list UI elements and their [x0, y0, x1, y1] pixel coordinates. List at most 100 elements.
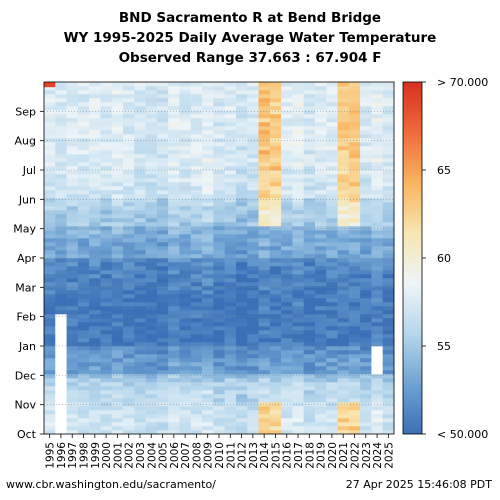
- heatmap-cell: [382, 190, 395, 195]
- heatmap-cell: [224, 266, 237, 271]
- heatmap-cell: [156, 286, 169, 291]
- heatmap-cell: [269, 114, 282, 119]
- x-tick-label: 2005: [158, 442, 170, 469]
- heatmap-cell: [55, 270, 67, 275]
- heatmap-cell: [77, 82, 90, 87]
- heatmap-cell: [55, 314, 67, 319]
- heatmap-cell: [123, 354, 135, 359]
- heatmap-cell: [100, 154, 113, 159]
- heatmap-cell: [314, 414, 327, 419]
- source-url[interactable]: www.cbr.washington.edu/sacramento/: [6, 478, 216, 491]
- heatmap-cell: [66, 106, 79, 111]
- heatmap-cell: [337, 202, 350, 207]
- heatmap-cell: [44, 338, 56, 343]
- heatmap-cell: [156, 422, 169, 427]
- heatmap-cell: [202, 194, 214, 199]
- heatmap-cell: [269, 174, 282, 179]
- heatmap-cell: [224, 274, 237, 279]
- heatmap-cell: [134, 326, 146, 331]
- heatmap-cell: [156, 138, 169, 143]
- heatmap-cell: [123, 334, 135, 339]
- heatmap-cell: [281, 182, 293, 187]
- heatmap-cell: [55, 110, 67, 115]
- heatmap-cell: [348, 334, 361, 339]
- heatmap-cell: [145, 370, 158, 375]
- heatmap-cell: [44, 194, 56, 199]
- heatmap-cell: [134, 414, 146, 419]
- heatmap-cell: [123, 350, 135, 355]
- heatmap-cell: [179, 362, 192, 367]
- heatmap-cell: [77, 158, 90, 163]
- x-axis: 1995 1996 1997 1998 1999 2000 2001 2002 2003 2004…: [45, 434, 395, 469]
- heatmap-cell: [281, 238, 293, 243]
- heatmap-cell: [235, 406, 248, 411]
- heatmap-cell: [224, 166, 237, 171]
- heatmap-cell: [123, 134, 135, 139]
- heatmap-cell: [314, 106, 327, 111]
- heatmap-cell: [168, 358, 180, 363]
- heatmap-cell: [348, 430, 361, 435]
- heatmap-cell: [235, 150, 248, 155]
- heatmap-cell: [382, 154, 395, 159]
- heatmap-cell: [179, 206, 192, 211]
- heatmap-cell: [179, 182, 192, 187]
- heatmap-cell: [235, 122, 248, 127]
- heatmap-cell: [179, 118, 192, 123]
- heatmap-cell: [281, 366, 293, 371]
- heatmap-cell: [134, 234, 146, 239]
- heatmap-cell: [168, 226, 180, 231]
- heatmap-cell: [77, 126, 90, 131]
- heatmap-cell: [281, 190, 293, 195]
- heatmap-cell: [66, 206, 79, 211]
- heatmap-cell: [314, 178, 327, 183]
- heatmap-cell: [281, 110, 293, 115]
- heatmap-cell: [190, 398, 203, 403]
- heatmap-cell: [66, 118, 79, 123]
- heatmap-cell: [89, 198, 101, 203]
- heatmap-cell: [111, 394, 124, 399]
- heatmap-cell: [224, 262, 237, 267]
- heatmap-cell: [303, 306, 316, 311]
- heatmap-cell: [66, 326, 79, 331]
- heatmap-cell: [123, 118, 135, 123]
- heatmap-cell: [292, 210, 304, 215]
- heatmap-cell: [190, 402, 203, 407]
- heatmap-cell: [44, 310, 56, 315]
- heatmap-cell: [303, 302, 316, 307]
- heatmap-cell: [145, 290, 158, 295]
- heatmap-cell: [281, 86, 293, 91]
- heatmap-cell: [213, 278, 225, 283]
- heatmap-cell: [348, 262, 361, 267]
- heatmap-cell: [55, 274, 67, 279]
- heatmap-cell: [89, 242, 101, 247]
- heatmap-cell: [134, 194, 146, 199]
- heatmap-cell: [360, 294, 372, 299]
- heatmap-cell: [337, 238, 350, 243]
- heatmap-cell: [314, 182, 327, 187]
- heatmap-cell: [179, 318, 192, 323]
- heatmap-cell: [134, 250, 146, 255]
- heatmap-cell: [337, 426, 350, 431]
- heatmap-cell: [156, 146, 169, 151]
- heatmap-cell: [123, 126, 135, 131]
- heatmap-cell: [145, 250, 158, 255]
- y-tick-label: Mar: [15, 281, 36, 294]
- heatmap-cell: [337, 374, 350, 379]
- heatmap-cell: [281, 286, 293, 291]
- heatmap-cell: [55, 198, 67, 203]
- heatmap-cell: [348, 114, 361, 119]
- heatmap-cell: [111, 374, 124, 379]
- heatmap-cell: [66, 402, 79, 407]
- x-tick-label: 2024: [372, 442, 384, 469]
- heatmap-cell: [213, 338, 225, 343]
- heatmap-cell: [360, 406, 372, 411]
- heatmap-cell: [202, 286, 214, 291]
- heatmap-cell: [100, 314, 113, 319]
- heatmap-cell: [281, 170, 293, 175]
- heatmap-cell: [66, 230, 79, 235]
- y-tick-label: Jan: [18, 340, 36, 353]
- heatmap-cell: [202, 90, 214, 95]
- heatmap-cell: [269, 146, 282, 151]
- heatmap-cell: [100, 214, 113, 219]
- heatmap-cell: [100, 142, 113, 147]
